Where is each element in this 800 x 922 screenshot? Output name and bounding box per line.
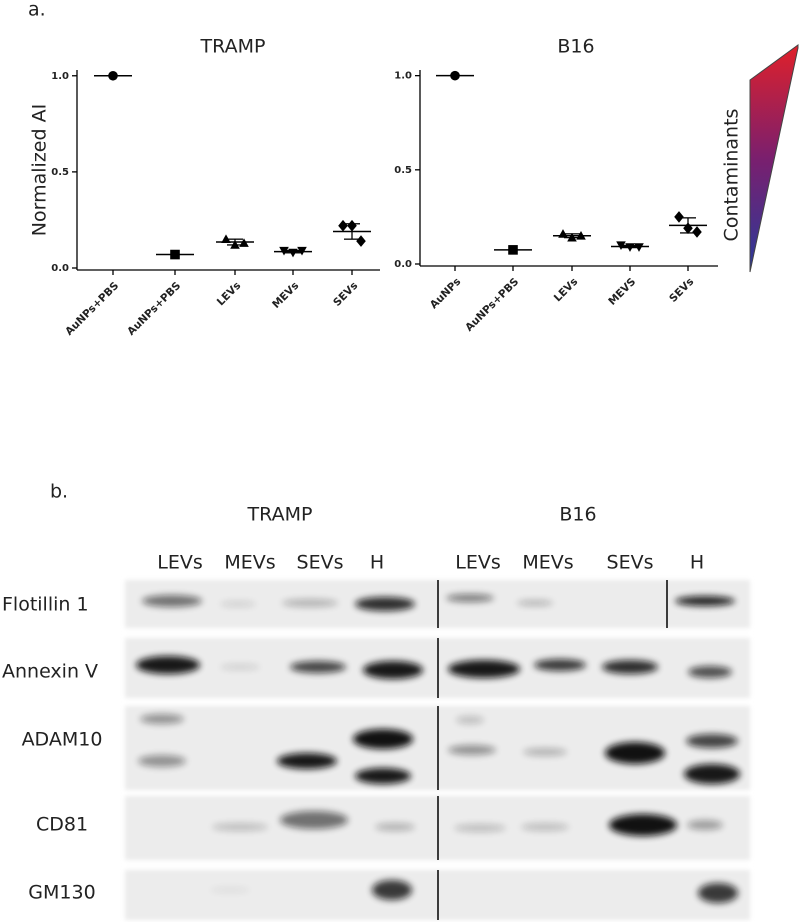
row-label: Annexin V: [2, 661, 98, 683]
data-point: [674, 211, 684, 223]
data-point: [576, 230, 586, 240]
data-point: [692, 226, 702, 238]
y-axis-label: Normalized AI: [29, 104, 51, 236]
row-label: GM130: [28, 882, 95, 904]
x-tick-label: AuNPs+PBS: [125, 280, 183, 338]
blot-band: [448, 660, 520, 678]
lane-label: SEVs: [297, 552, 344, 574]
x-tick-label: MEVs: [270, 280, 301, 311]
blot-band: [517, 600, 553, 606]
data-point: [239, 238, 249, 247]
lane-label: LEVs: [455, 552, 501, 574]
blot-band: [688, 666, 732, 678]
data-point: [508, 245, 518, 255]
lane-label: MEVs: [522, 552, 573, 574]
blot-band: [280, 811, 348, 829]
x-tick-label: SEVs: [331, 280, 360, 309]
western-blot: TRAMP LEVs MEVs SEVs H B16 LEVs MEVs SEVs H Flotil…: [2, 504, 750, 920]
group-title: TRAMP: [247, 504, 313, 526]
lane-label: LEVs: [157, 552, 203, 574]
lane-label: MEVs: [224, 552, 275, 574]
blot-band: [446, 594, 494, 602]
data-point: [558, 229, 568, 238]
x-tick-label: LEVs: [215, 280, 243, 308]
blot-band: [448, 745, 496, 755]
blot-band: [355, 768, 411, 784]
data-point: [221, 234, 231, 244]
panel-label: b.: [50, 481, 68, 503]
blot-band: [220, 664, 260, 670]
x-tick-label: AuNPs+PBS: [63, 280, 121, 338]
blot-band: [142, 595, 202, 607]
blot-band: [605, 742, 665, 764]
y-tick-label: 0.5: [394, 165, 412, 176]
blot-band: [609, 814, 677, 836]
x-tick-label: SEVs: [667, 276, 696, 305]
blot-band: [355, 597, 415, 611]
contaminant-gradient: [749, 44, 799, 273]
y-tick-label: 0.0: [51, 263, 69, 274]
blot-band: [375, 823, 415, 831]
data-point: [567, 232, 577, 242]
group-title: B16: [559, 504, 596, 526]
blot-band: [277, 753, 337, 769]
blot-band: [282, 599, 338, 607]
blot-band: [363, 661, 423, 679]
gradient-label: Contaminants: [721, 109, 743, 242]
data-point: [450, 70, 460, 81]
data-point: [634, 243, 644, 252]
data-point: [616, 241, 626, 250]
blot-band: [534, 659, 586, 671]
data-point: [625, 243, 635, 252]
blot-band: [220, 601, 256, 607]
lane-label: SEVs: [607, 552, 654, 574]
data-point: [297, 246, 307, 256]
data-point: [230, 240, 240, 249]
data-point: [356, 235, 366, 247]
blot-band: [212, 823, 268, 831]
x-tick-label: AuNPs: [428, 276, 463, 311]
row-label: CD81: [36, 814, 88, 836]
x-tick-label: LEVs: [552, 276, 580, 304]
blot-band: [210, 887, 250, 893]
blot-band: [675, 596, 735, 606]
blot-band: [136, 656, 200, 674]
y-tick-label: 1.0: [394, 71, 412, 82]
blot-band: [454, 824, 506, 832]
blot-band: [372, 880, 412, 900]
blot-band: [138, 755, 186, 767]
lane-label: H: [690, 552, 704, 574]
x-tick-label: AuNPs+PBS: [463, 276, 521, 334]
lane-label: H: [370, 552, 384, 574]
blot-band: [602, 660, 658, 674]
blot-band: [523, 748, 567, 756]
data-point: [683, 222, 693, 235]
blot-band: [687, 820, 723, 830]
data-point: [288, 248, 298, 258]
y-tick-label: 0.5: [51, 167, 69, 178]
blot-band: [686, 734, 738, 748]
row-label: Flotillin 1: [2, 594, 89, 616]
panel-label: a.: [28, 0, 46, 21]
chart-title: TRAMP: [200, 36, 266, 58]
row-label: ADAM10: [22, 729, 103, 751]
blot-band: [698, 883, 738, 903]
data-point: [347, 219, 357, 232]
blot-band: [290, 661, 346, 673]
chart-title: B16: [557, 36, 594, 58]
blot-band: [353, 729, 413, 749]
y-tick-label: 1.0: [51, 71, 69, 82]
data-point: [279, 246, 289, 256]
y-tick-label: 0.0: [394, 259, 412, 270]
data-point: [108, 70, 118, 81]
blot-band: [684, 764, 740, 784]
blot-band: [521, 823, 569, 831]
data-point: [338, 219, 348, 232]
blot-band: [140, 714, 184, 724]
x-tick-label: MEVS: [606, 276, 638, 308]
data-point: [170, 249, 180, 260]
blot-band: [456, 716, 484, 724]
